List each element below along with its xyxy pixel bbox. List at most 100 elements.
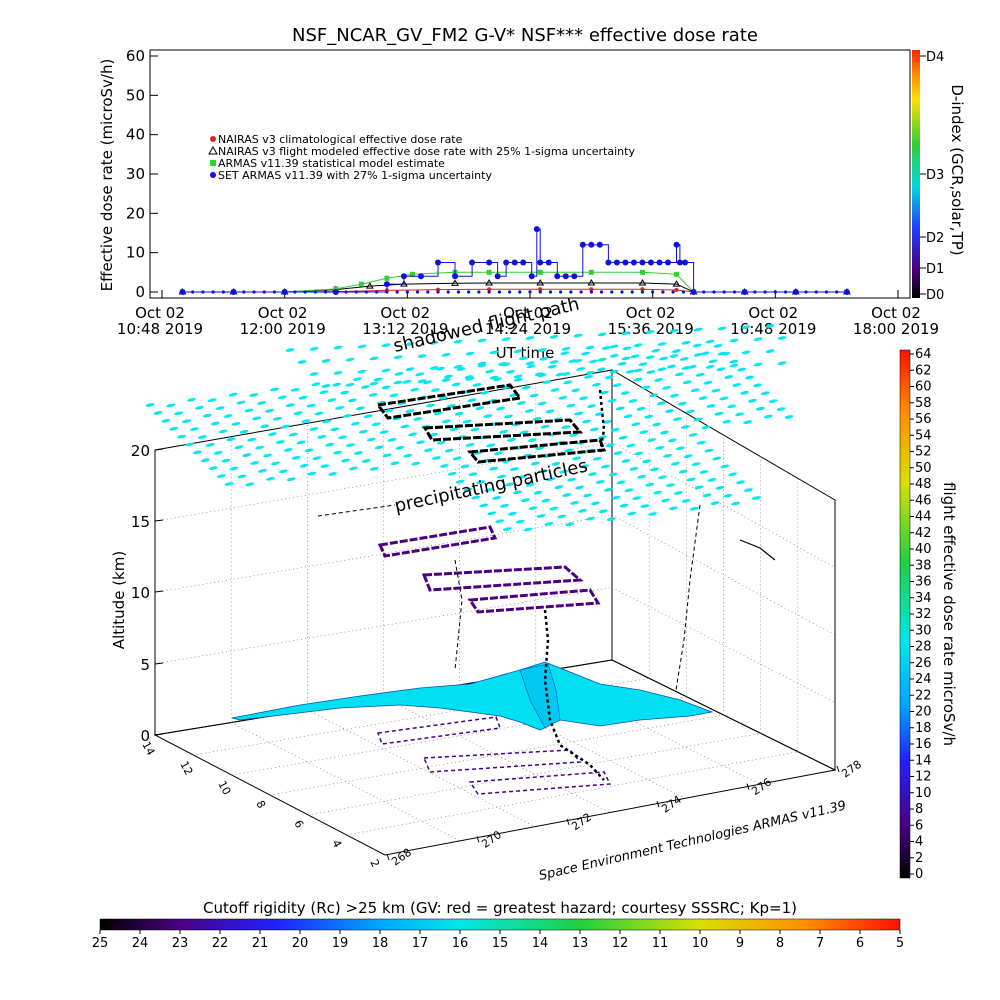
particle-mark bbox=[325, 442, 335, 447]
particle-mark bbox=[467, 398, 477, 403]
baseline-point bbox=[344, 290, 348, 294]
particle-mark bbox=[542, 380, 552, 384]
particle-mark bbox=[681, 499, 691, 503]
particle-mark bbox=[483, 414, 493, 418]
particle-mark bbox=[309, 427, 319, 431]
particle-mark bbox=[266, 476, 275, 481]
particle-mark bbox=[190, 427, 199, 431]
particle-mark bbox=[340, 390, 349, 395]
altitude-tick-label: 20 bbox=[131, 442, 150, 460]
baseline-point bbox=[507, 290, 512, 294]
top-y-tick-label: 20 bbox=[126, 204, 145, 222]
flight-loop bbox=[468, 771, 612, 795]
particle-mark bbox=[631, 422, 641, 427]
particle-mark bbox=[689, 506, 699, 511]
dose-colorbar-tick-label: 20 bbox=[915, 705, 932, 720]
particle-mark bbox=[670, 461, 680, 466]
top-x-tick-time: 12:00 2019 bbox=[240, 320, 326, 338]
altitude-tick bbox=[154, 662, 164, 665]
dose-colorbar bbox=[899, 349, 911, 879]
particle-mark bbox=[550, 388, 560, 392]
particle-mark bbox=[741, 325, 751, 330]
top-y-axis-label: Effective dose rate (microSv/h) bbox=[98, 59, 116, 292]
dose-colorbar-tick-label: 22 bbox=[915, 688, 932, 703]
top-x-tick-time: 10:48 2019 bbox=[117, 320, 203, 338]
particle-mark bbox=[669, 393, 679, 398]
particle-mark bbox=[507, 437, 516, 442]
particle-mark bbox=[501, 337, 511, 342]
particle-mark bbox=[719, 396, 729, 401]
series-point bbox=[536, 278, 545, 286]
particle-mark bbox=[667, 438, 677, 443]
baseline-point bbox=[763, 290, 767, 294]
particle-mark bbox=[561, 346, 571, 351]
particle-mark bbox=[494, 451, 503, 456]
rigidity-colorbar-tick-label: 13 bbox=[572, 936, 589, 951]
particle-mark bbox=[465, 351, 475, 356]
latitude-tick-label: 4 bbox=[329, 838, 344, 850]
particle-mark bbox=[723, 493, 733, 498]
particle-mark bbox=[633, 343, 643, 348]
particle-mark bbox=[521, 385, 531, 390]
particle-mark bbox=[624, 488, 634, 493]
grid-line bbox=[611, 587, 836, 703]
baseline-point bbox=[323, 290, 328, 294]
particle-mark bbox=[628, 399, 638, 403]
particle-mark bbox=[355, 406, 365, 411]
particle-mark bbox=[405, 367, 415, 372]
particle-mark bbox=[470, 427, 480, 432]
particle-mark bbox=[472, 383, 482, 387]
particle-mark bbox=[221, 458, 231, 463]
baseline-point bbox=[385, 290, 389, 294]
series-point bbox=[409, 271, 415, 277]
particle-mark bbox=[541, 498, 551, 503]
particle-mark bbox=[765, 349, 775, 354]
particle-mark bbox=[311, 382, 321, 387]
particle-mark bbox=[700, 351, 710, 356]
particle-mark bbox=[415, 372, 425, 377]
series-point bbox=[639, 259, 646, 266]
rigidity-colorbar-tick-label: 15 bbox=[492, 936, 509, 951]
particle-mark bbox=[299, 463, 309, 468]
particle-mark bbox=[597, 435, 607, 440]
particle-mark bbox=[507, 511, 517, 516]
dose-colorbar-tick-label: 64 bbox=[915, 347, 932, 362]
grid-line bbox=[308, 733, 761, 816]
baseline-point bbox=[221, 290, 225, 294]
baseline-point bbox=[691, 290, 696, 294]
series-point bbox=[417, 273, 424, 280]
particle-mark bbox=[728, 472, 738, 477]
particle-mark bbox=[599, 390, 609, 395]
particle-mark bbox=[736, 480, 745, 484]
particle-mark bbox=[487, 511, 497, 516]
particle-mark bbox=[257, 401, 267, 405]
particle-mark bbox=[592, 456, 602, 461]
series-point bbox=[528, 273, 535, 280]
particle-mark bbox=[285, 403, 295, 408]
particle-mark bbox=[659, 356, 668, 361]
particle-mark bbox=[589, 427, 599, 432]
grid-line bbox=[535, 672, 761, 785]
particle-mark bbox=[353, 451, 363, 455]
particle-mark bbox=[441, 352, 451, 357]
particle-mark bbox=[239, 429, 249, 434]
baseline-point bbox=[528, 290, 532, 294]
particle-mark bbox=[403, 453, 413, 458]
particle-mark bbox=[698, 396, 708, 400]
particle-mark bbox=[345, 357, 355, 362]
particle-mark bbox=[642, 459, 652, 464]
particle-mark bbox=[646, 370, 656, 374]
particle-mark bbox=[381, 368, 391, 373]
particle-mark bbox=[717, 326, 727, 331]
particle-mark bbox=[653, 490, 662, 495]
baseline-point bbox=[231, 290, 236, 294]
flight-loop bbox=[377, 525, 498, 558]
top-x-tick-date: Oct 02 bbox=[135, 304, 185, 322]
flight-loop bbox=[467, 438, 607, 464]
particle-mark bbox=[317, 434, 327, 439]
particle-mark bbox=[578, 508, 587, 513]
baseline-point bbox=[753, 290, 757, 294]
altitude-tick-label: 10 bbox=[131, 584, 150, 602]
particle-mark bbox=[145, 403, 155, 407]
